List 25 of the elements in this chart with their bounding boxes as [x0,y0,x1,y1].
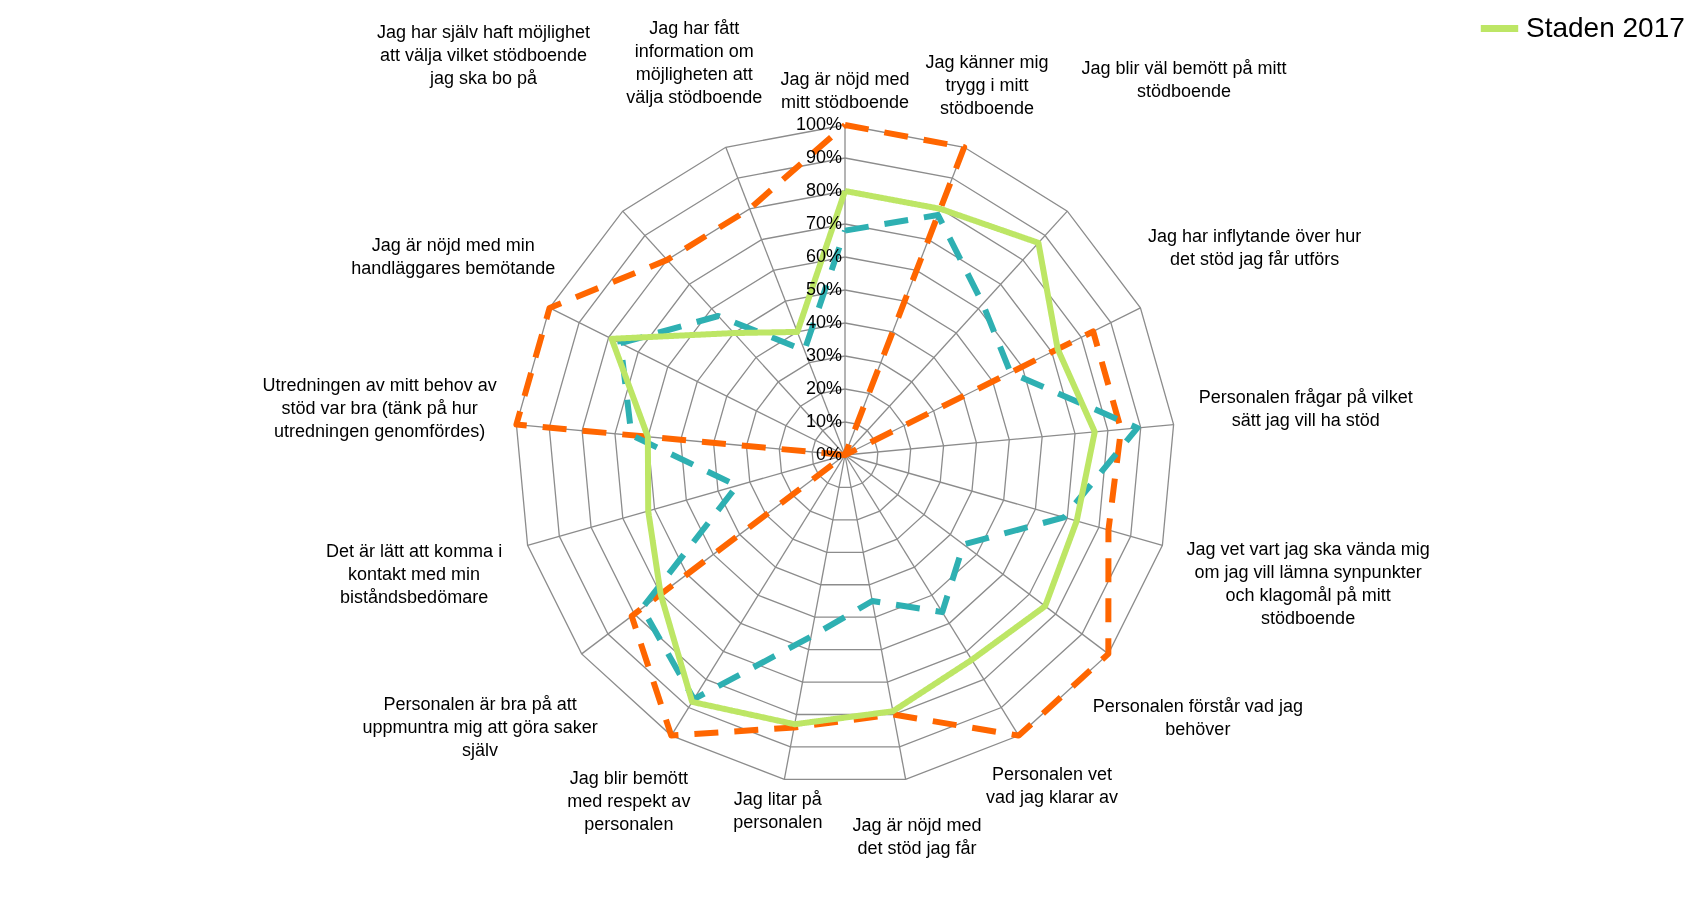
spoke-label: Jag blir väl bemött på mitt stödboende [1081,58,1287,102]
spoke-label: Det är lätt att komma i kontakt med min biståndsbedömare [326,541,503,608]
spoke-label: Jag blir bemött med respekt av personalen [567,767,691,834]
y-tick-label: 80% [805,180,842,200]
spoke-label: Personalen förstår vad jag behöver [1092,696,1303,740]
spoke-label: Jag känner mig trygg i mitt stödboende [925,52,1049,119]
spoke-label: Jag har fått information om möjligheten att välja stödboende [626,17,763,107]
spoke-label: Utredningen av mitt behov av stöd var bra (tänk på hur utredningen genomfördes) [262,375,497,442]
y-tick-label: 20% [805,378,842,398]
spoke-label: Personalen är bra på att uppmuntra mig att göra saker själv [362,694,598,761]
spoke-label: Jag vet vart jag ska vända mig om jag vill lämna synpunkter och klagomål på mitt stödboende [1186,538,1430,628]
spoke-label: Personalen vet vad jag klarar av [985,764,1118,808]
y-tick-label: 100% [795,114,842,134]
spoke-label: Jag är nöjd med min handläggares bemötande [351,234,556,278]
legend-label: Staden 2017 [1526,11,1685,43]
spoke-label: Jag har själv haft möjlighet att välja vilket stödboende jag ska bo på [376,21,590,88]
y-tick-label: 10% [805,411,842,431]
spoke-label: Personalen frågar på vilket sätt jag vill ha stöd [1198,387,1413,431]
spoke-label: Jag litar på personalen [733,789,823,833]
spoke-label: Jag har inflytande över hur det stöd jag får utförs [1148,226,1362,270]
spoke-label: Jag är nöjd med det stöd jag får [852,814,982,858]
y-tick-label: 40% [805,312,842,332]
spoke-label: Jag är nöjd med mitt stödboende [780,69,910,112]
y-tick-label: 30% [805,345,842,365]
y-tick-label: 90% [805,147,842,167]
